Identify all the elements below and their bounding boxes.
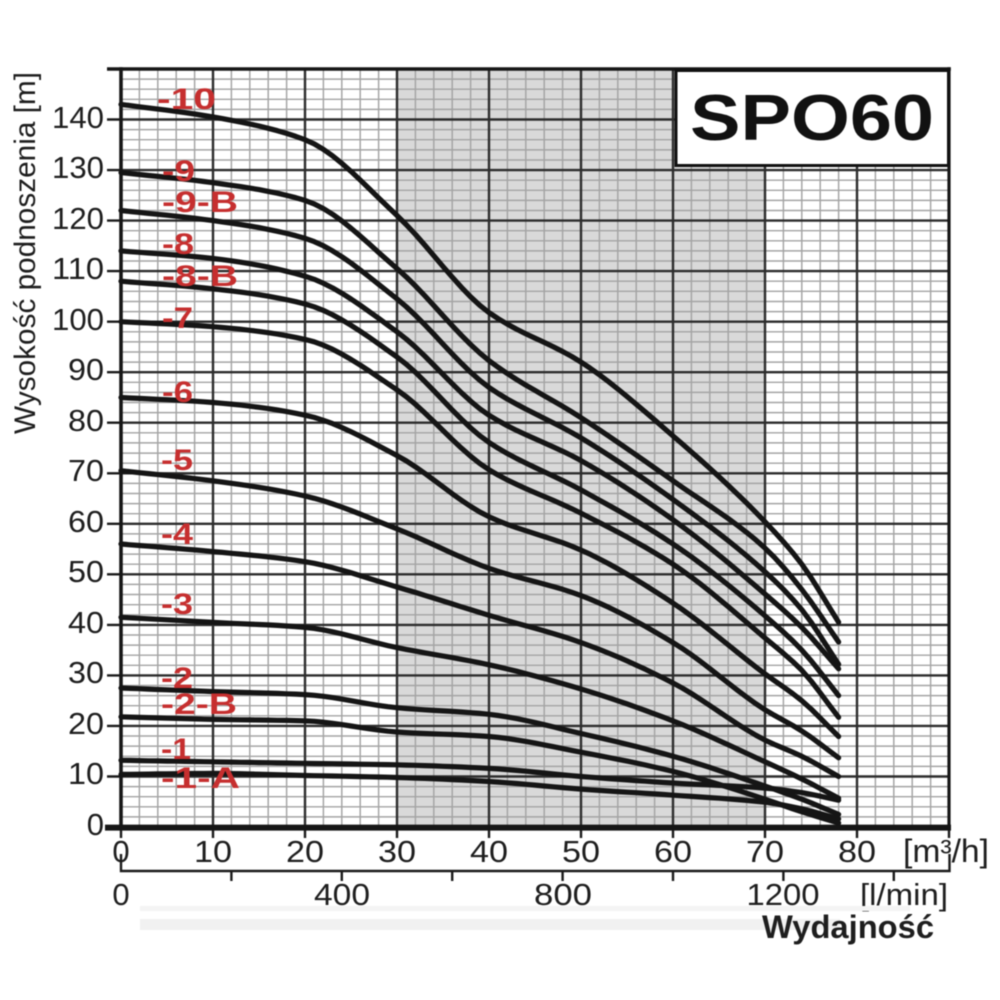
svg-text:20: 20	[286, 834, 324, 869]
svg-text:-1-A: -1-A	[161, 762, 240, 795]
svg-text:60: 60	[654, 834, 692, 869]
svg-text:[m³/h]: [m³/h]	[903, 833, 989, 869]
svg-text:50: 50	[562, 834, 600, 869]
svg-text:80: 80	[68, 403, 104, 438]
svg-text:30: 30	[68, 655, 104, 690]
svg-text:120: 120	[52, 201, 104, 236]
svg-text:Wysokość podnoszenia [m]: Wysokość podnoszenia [m]	[9, 72, 42, 434]
svg-text:-10: -10	[157, 83, 216, 116]
svg-text:-2-B: -2-B	[161, 688, 237, 721]
svg-text:110: 110	[52, 251, 104, 286]
svg-text:90: 90	[68, 352, 104, 387]
svg-text:-6: -6	[162, 376, 193, 409]
svg-text:40: 40	[68, 605, 104, 640]
svg-text:-3: -3	[161, 588, 193, 621]
svg-text:-4: -4	[161, 518, 193, 551]
svg-text:50: 50	[68, 554, 104, 589]
svg-text:-1: -1	[161, 733, 191, 766]
svg-text:30: 30	[378, 834, 416, 869]
svg-text:40: 40	[470, 834, 508, 869]
svg-text:140: 140	[52, 100, 104, 135]
svg-text:100: 100	[52, 302, 104, 337]
svg-text:-9-B: -9-B	[162, 186, 238, 219]
svg-text:SPO60: SPO60	[690, 81, 934, 154]
svg-text:60: 60	[68, 504, 104, 539]
svg-text:-2: -2	[161, 662, 193, 695]
svg-text:0: 0	[112, 834, 129, 869]
svg-text:-7: -7	[162, 302, 193, 335]
svg-text:-5: -5	[161, 444, 193, 477]
svg-text:0: 0	[87, 807, 104, 842]
svg-text:Wydajność: Wydajność	[762, 909, 934, 945]
svg-text:-8-B: -8-B	[162, 260, 238, 293]
svg-text:70: 70	[68, 453, 104, 488]
svg-text:-8: -8	[162, 228, 194, 261]
svg-text:80: 80	[838, 834, 876, 869]
svg-text:70: 70	[746, 834, 784, 869]
svg-text:20: 20	[68, 706, 104, 741]
svg-text:10: 10	[68, 756, 104, 791]
svg-text:-9: -9	[162, 155, 195, 188]
svg-text:130: 130	[52, 150, 104, 185]
svg-text:0: 0	[112, 877, 129, 912]
svg-text:10: 10	[194, 834, 232, 869]
